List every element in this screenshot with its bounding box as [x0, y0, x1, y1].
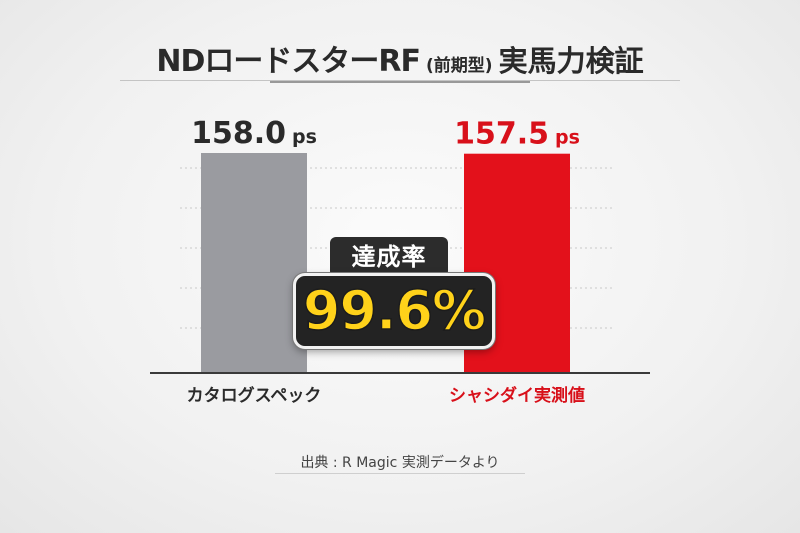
category-label-0: カタログスペック: [187, 385, 322, 406]
source-note: 出典 : R Magic 実測データより: [300, 455, 500, 471]
source-divider: [275, 473, 525, 474]
chart-title: NDロードスターRF (前期型) 実馬力検証: [0, 36, 800, 80]
achievement-rate-value: 99.6%: [302, 278, 487, 343]
achievement-rate-label: 達成率: [330, 237, 448, 277]
title-main: NDロードスターRF: [156, 44, 421, 79]
category-label-1: シャシダイ実測値: [449, 385, 585, 406]
title-divider: [120, 80, 680, 81]
title-sub: (前期型): [426, 56, 493, 76]
data-label-0: 158.0 ps: [191, 116, 317, 151]
title-divider-accent: [270, 81, 530, 83]
bar-catalog-spec: [201, 153, 307, 373]
data-label-1: 157.5 ps: [454, 117, 580, 152]
achievement-rate-box: 99.6%: [293, 273, 495, 349]
title-tail: 実馬力検証: [498, 44, 644, 78]
